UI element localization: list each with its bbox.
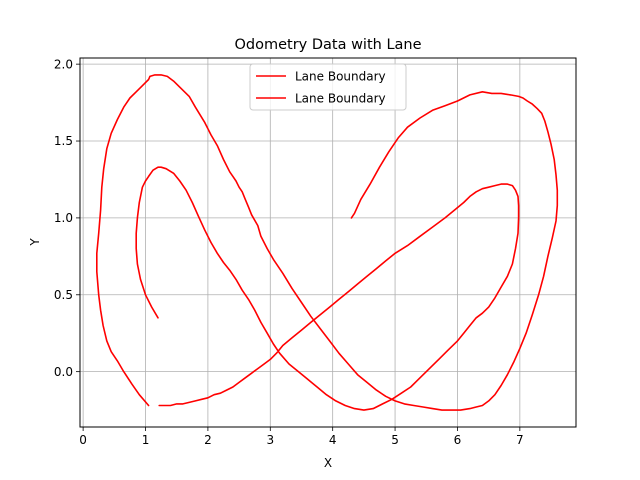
x-tick-label: 1 <box>142 433 150 447</box>
y-tick-label: 1.0 <box>54 211 73 225</box>
x-tick-label: 2 <box>204 433 212 447</box>
grid <box>80 58 576 427</box>
y-axis-label: Y <box>28 238 42 247</box>
chart-title: Odometry Data with Lane <box>234 37 421 53</box>
legend-label-2: Lane Boundary <box>295 92 386 106</box>
legend-box <box>249 63 407 111</box>
x-tick-label: 4 <box>329 433 337 447</box>
plot-background <box>80 58 576 427</box>
plot-area: 0 1 2 3 4 5 6 7 0.0 0.5 1.0 1.5 2.0 <box>54 57 577 447</box>
x-tick-label: 7 <box>516 433 524 447</box>
y-tick-label: 0.0 <box>54 365 73 379</box>
y-tick-label: 0.5 <box>54 288 73 302</box>
plot-frame <box>79 57 577 428</box>
x-axis-label: X <box>324 456 332 470</box>
y-tick-label: 2.0 <box>54 57 73 71</box>
x-tick-label: 0 <box>79 433 87 447</box>
x-axis: 0 1 2 3 4 5 6 7 <box>79 427 524 447</box>
y-tick-label: 1.5 <box>54 134 73 148</box>
x-tick-label: 5 <box>391 433 399 447</box>
x-tick-label: 3 <box>266 433 274 447</box>
legend-label-1: Lane Boundary <box>295 70 386 84</box>
series-line-2 <box>135 166 520 411</box>
series-line-1 <box>96 74 559 411</box>
legend: Lane Boundary Lane Boundary <box>249 63 407 111</box>
x-tick-label: 6 <box>454 433 462 447</box>
series-layer <box>96 74 559 411</box>
y-axis: 0.0 0.5 1.0 1.5 2.0 <box>54 57 80 379</box>
